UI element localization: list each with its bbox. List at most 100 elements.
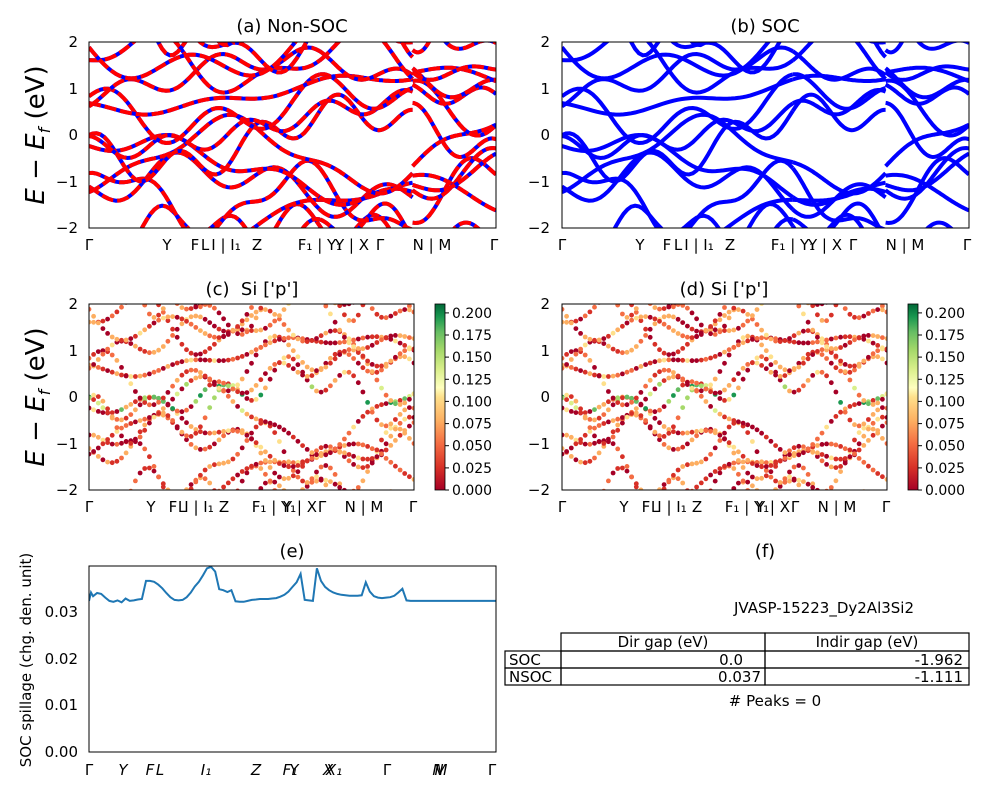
projection-dot [763, 366, 769, 372]
projection-dot [355, 419, 361, 424]
projection-dot [165, 402, 171, 408]
projection-dot [337, 449, 343, 454]
projection-dot [717, 317, 723, 323]
projection-dot [142, 416, 148, 422]
projection-dot [383, 401, 389, 406]
projection-dot [272, 333, 278, 339]
projection-dot [249, 398, 254, 403]
panel-b-title: (b) SOC [730, 16, 799, 37]
x-tick: Z [250, 761, 262, 779]
projection-dot [880, 346, 885, 352]
projection-dot [815, 312, 820, 318]
projection-dot [328, 450, 333, 456]
projection-dot [369, 446, 375, 452]
projection-dot [91, 362, 96, 367]
projection-dot [685, 488, 690, 490]
projection-dot [805, 351, 811, 357]
projection-dot [842, 362, 848, 367]
projection-dot [875, 416, 881, 422]
projection-dot [114, 441, 120, 447]
projection-dot [225, 428, 231, 434]
projection-dot [174, 408, 180, 414]
projection-dot [216, 326, 222, 332]
projection-dot [407, 405, 412, 410]
projection-dot [95, 365, 101, 370]
projection-dot [212, 462, 217, 468]
projection-dot [880, 335, 885, 340]
projection-dot [114, 429, 120, 434]
projection-dot [726, 347, 732, 353]
projection-dot [870, 398, 876, 403]
projection-dot [151, 464, 157, 469]
projection-dot [754, 355, 760, 361]
projection-dot [796, 360, 802, 366]
projection-dot [856, 430, 862, 435]
projection-dot [861, 313, 867, 319]
projection-dot [170, 383, 175, 389]
panel-a-xticks: Γ Y F L I | I₁ Z F₁ | Y₁ Y | X Γ N | M Γ [85, 236, 499, 254]
projection-dot [671, 374, 676, 380]
projection-dot [286, 464, 291, 470]
projection-dot [407, 396, 412, 402]
projection-dot [314, 336, 319, 341]
projection-dot [578, 437, 583, 442]
projection-dot [759, 475, 764, 481]
projection-dot [768, 354, 774, 360]
projection-dot [318, 367, 324, 373]
projection-dot [838, 368, 843, 374]
projection-dot [402, 348, 408, 354]
projection-dot [198, 351, 203, 357]
projection-dot [768, 336, 774, 342]
projection-dot [198, 424, 203, 430]
projection-dot [731, 418, 737, 423]
projection-dot [861, 336, 867, 342]
projection-dot [562, 319, 565, 325]
projection-dot [123, 373, 129, 379]
projection-dot [230, 399, 236, 404]
panel-d-colorbar: 0.2000.1750.1500.1250.1000.0750.0500.025… [907, 303, 965, 499]
y-tick: 0 [68, 388, 78, 406]
projection-dot [671, 328, 676, 333]
projection-dot [355, 380, 361, 386]
projection-dot [337, 327, 343, 333]
projection-dot [787, 452, 792, 458]
projection-dot [379, 337, 384, 343]
projection-dot [880, 474, 885, 480]
projection-dot [796, 463, 802, 468]
projection-dot [267, 478, 273, 484]
x-tick: Z [219, 498, 229, 516]
projection-dot [407, 414, 412, 420]
projection-dot [805, 481, 811, 487]
projection-dot [596, 439, 602, 444]
projection-dot [100, 351, 106, 357]
projection-dot [828, 336, 834, 342]
projection-dot [657, 487, 662, 490]
projection-dot [759, 354, 764, 359]
projection-dot [884, 477, 887, 482]
projection-dot [750, 424, 755, 430]
band-line [562, 42, 771, 81]
projection-dot [277, 424, 282, 430]
projection-dot [592, 455, 597, 461]
projection-dot [267, 308, 273, 314]
projection-dot [768, 369, 774, 375]
projection-dot [332, 304, 338, 306]
projection-dot [109, 352, 115, 358]
panel-a: (a) Non-SOC E − Ef (eV) 2 1 0 −1 −2 Γ Y … [21, 16, 499, 254]
projection-dot [638, 318, 644, 324]
spillage-line [89, 566, 496, 604]
projection-dot [230, 428, 236, 434]
projection-dot [745, 457, 751, 463]
band-line-dashed [89, 72, 321, 146]
projection-dot [351, 488, 356, 490]
projection-dot [819, 340, 825, 346]
projection-dot [666, 368, 672, 373]
projection-dot [884, 420, 887, 425]
projection-dot [147, 395, 152, 401]
projection-dot [782, 384, 788, 390]
colorbar [434, 303, 446, 491]
band-line-dashed [411, 122, 496, 168]
x-tick: F [642, 498, 651, 516]
projection-dot [379, 367, 384, 373]
projection-dot [351, 344, 356, 349]
